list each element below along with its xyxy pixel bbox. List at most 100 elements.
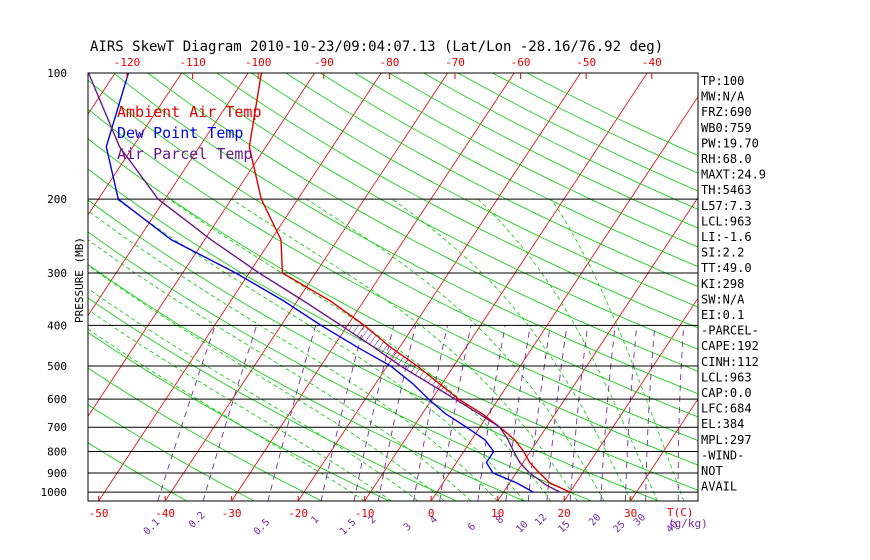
mixing-tick-label: 4 (428, 514, 440, 526)
mixing-tick-label: 1.5 (338, 517, 359, 538)
top-tick-label: -120 (114, 56, 141, 69)
mixing-tick-label: 0.2 (187, 510, 208, 531)
isotherm-line (563, 297, 698, 501)
mixing-tick-label: 15 (556, 519, 572, 535)
index-label: CAPE:192 (701, 339, 759, 353)
cape-shading (340, 325, 495, 423)
moist-adiabat-line (88, 264, 445, 501)
top-tick-label: -90 (314, 56, 334, 69)
pressure-tick-label: 700 (47, 421, 67, 434)
mixing-ratio-line (569, 325, 589, 501)
top-tick-label: -110 (179, 56, 206, 69)
index-label: -WIND- (701, 448, 744, 462)
top-tick-label: -50 (576, 56, 596, 69)
legend: Ambient Air Temp Dew Point Temp Air Parcel… (117, 103, 262, 163)
dry-adiabat-line (457, 73, 698, 192)
index-label: MAXT:24.9 (701, 168, 766, 182)
pressure-tick-label: 800 (47, 446, 67, 459)
mixing-ratio-line (677, 325, 685, 501)
top-tick-label: -70 (445, 56, 465, 69)
index-label: EL:384 (701, 417, 744, 431)
moist-adiabat-line (116, 198, 525, 501)
index-label: LCL:963 (701, 370, 752, 384)
pressure-tick-label: 1000 (41, 486, 68, 499)
isotherm-line (88, 73, 116, 115)
series-line-dewpoint (105, 73, 534, 493)
isotherm-line (88, 73, 315, 418)
index-label: TT:49.0 (701, 261, 752, 275)
bottom-tick-label: -40 (155, 507, 175, 520)
isotherm-line (297, 73, 581, 501)
isotherm-line (98, 73, 382, 501)
index-label: LI:-1.6 (701, 230, 752, 244)
dry-adiabat-line (88, 199, 660, 501)
mixing-tick-label: 0.5 (252, 517, 273, 538)
mixing-ratio-line (320, 325, 365, 501)
moist-adiabat-line (88, 210, 498, 501)
dry-adiabat-line (285, 73, 698, 288)
bottom-tick-label: 0 (428, 507, 435, 520)
isotherm-line (88, 73, 182, 216)
index-label: MW:N/A (701, 90, 745, 104)
mixing-tick-label: 25 (611, 519, 627, 535)
dry-adiabat-line (320, 73, 698, 268)
isotherm-line (630, 398, 698, 501)
moist-adiabat-line (88, 309, 392, 501)
dry-adiabat-line (88, 297, 457, 501)
bottom-tick-label: 30 (624, 507, 637, 520)
dry-adiabat-line (423, 73, 698, 210)
index-label: RH:68.0 (701, 152, 752, 166)
dry-adiabat-line (88, 404, 255, 501)
mixing-ratio-line (157, 325, 216, 501)
dry-adiabat-line (88, 79, 698, 418)
pressure-tick-label: 400 (47, 319, 67, 332)
y-axis-label: PRESSURE (MB) (73, 237, 86, 323)
dry-adiabat-line (147, 73, 698, 372)
pressure-tick-label: 500 (47, 360, 67, 373)
dry-adiabat-lines (88, 73, 698, 501)
index-label: TP:100 (701, 74, 744, 88)
mixing-ratio-line (527, 325, 551, 501)
bottom-tick-label: -30 (222, 507, 242, 520)
mixing-ratio-line (202, 325, 258, 501)
index-label: LCL:963 (701, 214, 752, 228)
dry-adiabat-line (88, 263, 525, 501)
index-label: L57:7.3 (701, 199, 752, 213)
mixing-tick-label: 0.1 (142, 517, 163, 538)
mixing-tick-label: 2 (366, 514, 378, 526)
mixing-tick-label: 12 (533, 512, 549, 528)
mixing-ratio-line (600, 325, 616, 501)
isotherm-line (430, 95, 698, 501)
index-label: SI:2.2 (701, 246, 744, 260)
top-tick-label: -100 (245, 56, 272, 69)
series-line-parcel (88, 73, 561, 493)
mixing-tick-label: 3 (402, 521, 414, 533)
index-label: SW:N/A (701, 292, 745, 306)
pressure-tick-label: 100 (47, 67, 67, 80)
dry-adiabat-line (113, 73, 698, 395)
moist-adiabat-line (88, 328, 365, 501)
isotherm-line (764, 73, 870, 501)
pressure-tick-label: 200 (47, 193, 67, 206)
moist-adiabat-line (306, 198, 605, 501)
index-label: KI:298 (701, 277, 744, 291)
index-label: TH:5463 (701, 183, 752, 197)
pressure-tick-label: 900 (47, 467, 67, 480)
mixing-tick-label: 1 (309, 514, 321, 526)
index-label: EI:0.1 (701, 308, 744, 322)
mixing-ratio-line (546, 325, 568, 501)
chart-title: AIRS SkewT Diagram 2010-10-23/09:04:07.1… (90, 39, 663, 55)
dry-adiabat-line (88, 138, 698, 466)
legend-item: Ambient Air Temp (117, 103, 262, 121)
mixing-ratio-line (439, 325, 472, 501)
dry-adiabat-line (251, 73, 698, 308)
dry-adiabat-line (216, 73, 698, 329)
plot-frame (87, 72, 699, 502)
bottom-tick-label: -50 (89, 507, 109, 520)
dry-adiabat-line (88, 108, 698, 442)
top-tick-label: -80 (379, 56, 399, 69)
dry-adiabat-line (354, 73, 698, 248)
index-label: CINH:112 (701, 355, 759, 369)
pressure-tick-label: 600 (47, 393, 67, 406)
